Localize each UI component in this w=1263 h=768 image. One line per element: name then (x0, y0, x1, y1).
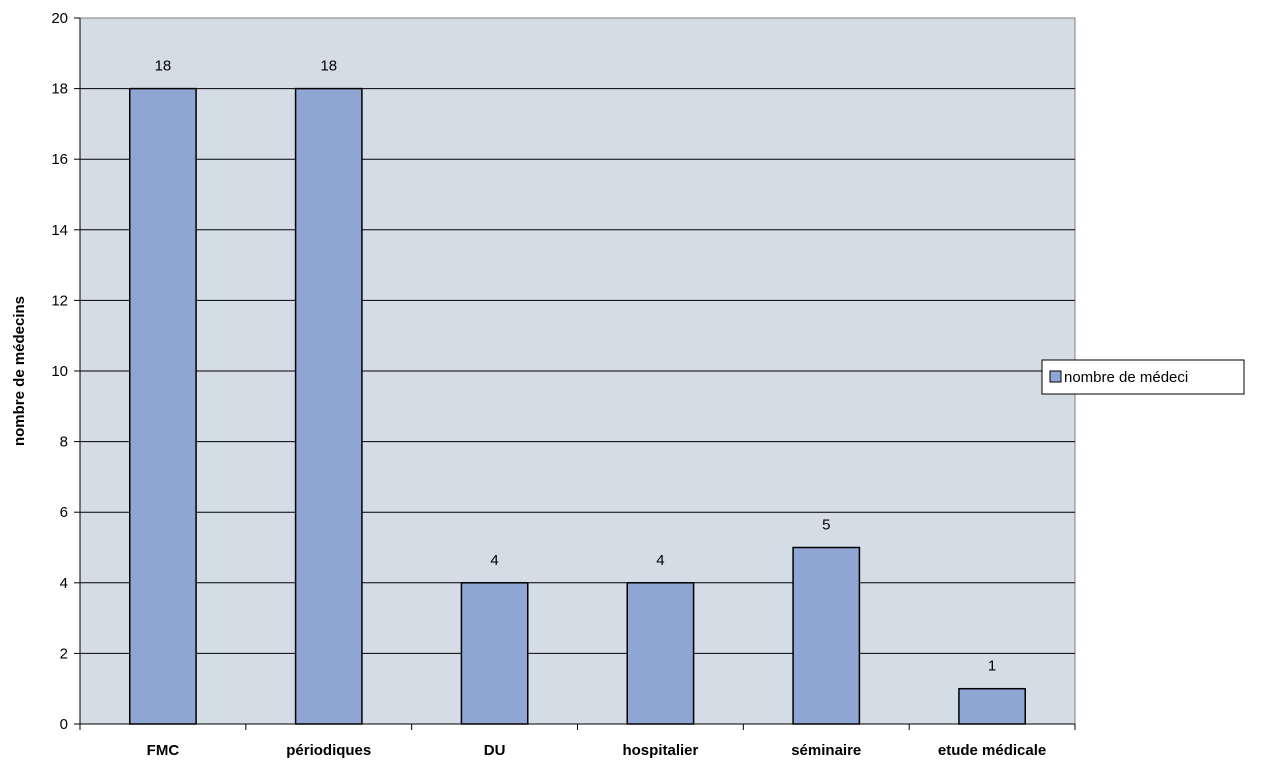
data-label: 1 (988, 658, 996, 675)
legend-label: nombre de médeci (1064, 369, 1188, 386)
bars (129, 87, 1027, 725)
legend-box (1041, 359, 1245, 395)
gridlines (80, 88, 1075, 654)
data-label: 4 (656, 552, 664, 569)
y-tick-label: 14 (51, 222, 68, 239)
data-labels: 18 18 4 4 5 1 (155, 58, 997, 675)
x-category-label: FMC (147, 742, 180, 759)
bar (460, 582, 529, 725)
data-label: 5 (822, 517, 830, 534)
bar (129, 87, 197, 725)
legend: nombre de médeci (1041, 359, 1245, 395)
bar (626, 582, 695, 725)
y-tick-label: 6 (60, 504, 68, 521)
y-tick-label: 12 (51, 292, 68, 309)
x-category-label: séminaire (791, 742, 861, 759)
y-axis-ticks: 0 2 4 6 8 10 12 14 16 18 20 (51, 10, 80, 733)
data-label: 18 (155, 58, 172, 75)
y-tick-label: 16 (51, 151, 68, 168)
legend-swatch (1049, 370, 1062, 383)
y-tick-label: 2 (60, 645, 68, 662)
bar (792, 546, 861, 725)
y-tick-label: 8 (60, 434, 68, 451)
y-tick-label: 20 (51, 10, 68, 27)
y-tick-label: 18 (51, 81, 68, 98)
y-tick-label: 10 (51, 363, 68, 380)
x-category-label: DU (484, 742, 506, 759)
x-category-label: etude médicale (938, 742, 1046, 759)
data-label: 18 (320, 58, 337, 75)
data-label: 4 (490, 552, 498, 569)
x-axis-ticks: FMC périodiques DU hospitalier séminaire etud… (79, 724, 1076, 759)
x-category-label: périodiques (286, 742, 371, 759)
bar (294, 87, 363, 725)
y-axis-title: nombre de médecins (11, 296, 28, 446)
y-tick-label: 0 (60, 716, 68, 733)
bar (958, 687, 1027, 725)
y-tick-label: 4 (60, 575, 68, 592)
x-category-label: hospitalier (622, 742, 698, 759)
